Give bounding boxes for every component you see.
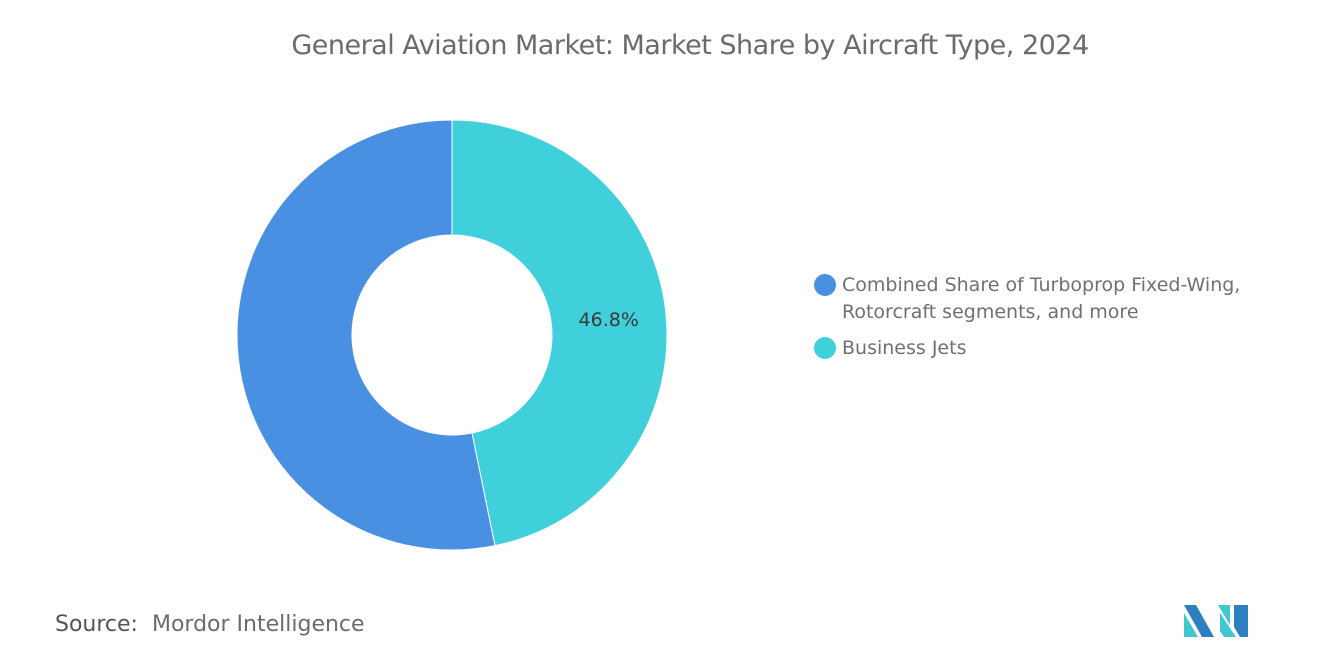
legend: Combined Share of Turboprop Fixed-Wing, … (814, 272, 1292, 371)
legend-item: Business Jets (814, 335, 1292, 362)
data-label: 46.8% (579, 309, 639, 331)
donut-slice (451, 119, 668, 547)
source-label: Source: (55, 612, 138, 637)
legend-label: Combined Share of Turboprop Fixed-Wing, … (842, 274, 1241, 323)
donut-slice (236, 119, 496, 551)
donut-chart: 46.8% (236, 119, 668, 551)
legend-label: Business Jets (842, 337, 967, 359)
chart-title: General Aviation Market: Market Share by… (291, 30, 1089, 61)
legend-item: Combined Share of Turboprop Fixed-Wing, … (814, 272, 1292, 326)
legend-swatch (814, 337, 836, 359)
source-value: Mordor Intelligence (151, 612, 365, 637)
mordor-intelligence-logo (1184, 605, 1248, 637)
source-note: Source: Mordor Intelligence (55, 612, 365, 637)
legend-swatch (814, 274, 836, 296)
